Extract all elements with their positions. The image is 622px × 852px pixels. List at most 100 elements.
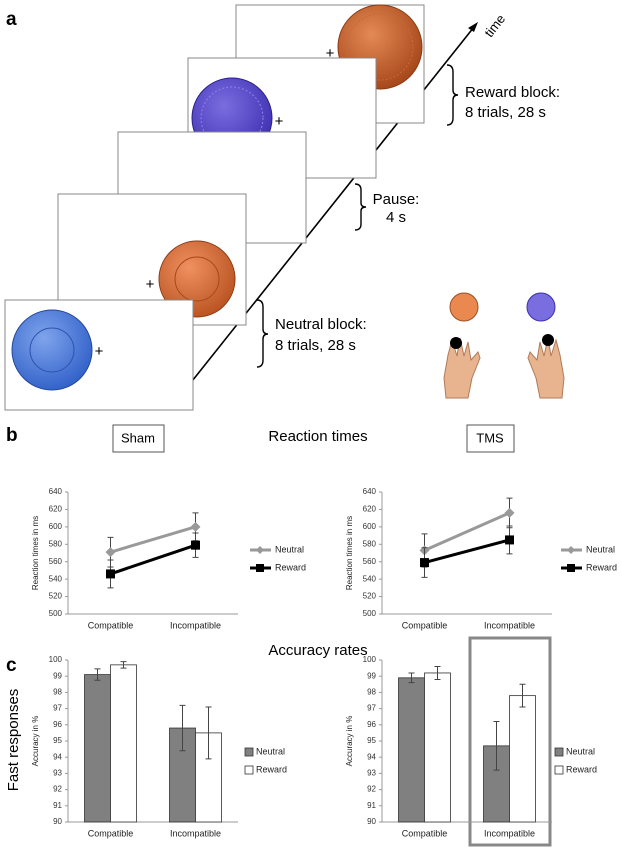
legend-marker (567, 564, 575, 572)
y-tick-label: 93 (53, 769, 62, 778)
y-tick-label: 100 (363, 655, 377, 664)
panel-title: Reaction times (268, 428, 367, 445)
condition-label: TMS (476, 430, 504, 445)
x-tick-label: Compatible (402, 620, 448, 630)
y-axis-label: Reaction times in ms (31, 516, 40, 590)
y-tick-label: 98 (367, 688, 376, 697)
block-text: 8 trials, 28 s (275, 337, 356, 354)
y-tick-label: 640 (363, 487, 377, 496)
y-tick-label: 95 (53, 736, 62, 745)
row-label: Fast responses (5, 689, 22, 792)
fixation: + (326, 45, 335, 62)
fixation: + (275, 113, 284, 130)
legend-label: Reward (566, 764, 597, 774)
y-tick-label: 95 (367, 736, 376, 745)
legend-swatch (554, 747, 564, 757)
block-text: Pause: (373, 191, 420, 208)
brace (354, 183, 367, 231)
x-tick-label: Compatible (88, 620, 134, 630)
line (423, 511, 511, 552)
y-tick-label: 560 (363, 557, 377, 566)
legend-marker (256, 546, 264, 554)
brace (446, 64, 459, 126)
y-tick-label: 96 (53, 720, 62, 729)
condition-box (466, 424, 515, 453)
bar (84, 674, 111, 823)
highlight-box (468, 636, 552, 847)
error-bar (120, 661, 127, 669)
marker (504, 507, 515, 518)
x-tick-label: Incompatible (170, 620, 221, 630)
y-tick-label: 620 (49, 505, 63, 514)
marker (191, 540, 200, 550)
y-tick-label: 97 (53, 704, 62, 713)
y-tick-label: 90 (367, 817, 376, 826)
y-tick-label: 540 (49, 574, 63, 583)
bar (110, 664, 137, 823)
y-axis-label: Reaction times in ms (345, 516, 354, 590)
y-tick-label: 99 (53, 671, 62, 680)
legend-marker (256, 564, 264, 572)
y-tick-label: 92 (367, 785, 376, 794)
y-tick-label: 97 (367, 704, 376, 713)
legend-label: Neutral (566, 746, 595, 756)
error-bar (493, 721, 500, 771)
block-text: 4 s (386, 209, 406, 226)
legend-swatch (244, 747, 254, 757)
y-tick-label: 580 (363, 539, 377, 548)
y-tick-label: 520 (363, 592, 377, 601)
marker (105, 547, 116, 558)
y-tick-label: 90 (53, 817, 62, 826)
panel-label: b (6, 425, 18, 446)
legend-label: Reward (586, 562, 617, 572)
y-tick-label: 91 (367, 801, 376, 810)
panel-title: Accuracy rates (268, 642, 367, 659)
y-tick-label: 580 (49, 539, 63, 548)
y-tick-label: 91 (53, 801, 62, 810)
marker (420, 558, 429, 568)
y-tick-label: 94 (53, 752, 62, 761)
y-tick-label: 96 (367, 720, 376, 729)
y-tick-label: 99 (367, 671, 376, 680)
marker (106, 569, 115, 579)
y-tick-label: 500 (363, 609, 377, 618)
legend-label: Reward (275, 562, 306, 572)
x-tick-label: Incompatible (484, 828, 535, 838)
fixation: + (146, 276, 155, 293)
y-tick-label: 500 (49, 609, 63, 618)
marker (190, 521, 201, 532)
y-tick-label: 620 (363, 505, 377, 514)
time-label: time (481, 11, 508, 40)
y-tick-label: 600 (363, 522, 377, 531)
y-tick-label: 640 (49, 487, 63, 496)
legend-marker (567, 546, 575, 554)
y-tick-label: 520 (49, 592, 63, 601)
x-tick-label: Incompatible (484, 620, 535, 630)
x-tick-label: Incompatible (170, 828, 221, 838)
fixation: + (95, 343, 104, 360)
error-bar (434, 665, 441, 680)
panel-label: a (6, 9, 17, 30)
y-tick-label: 93 (367, 769, 376, 778)
line (424, 538, 510, 565)
condition-box (112, 424, 165, 453)
y-axis-label: Accuracy in % (31, 716, 40, 767)
error-bar (205, 706, 212, 760)
bar (398, 677, 425, 823)
x-tick-label: Compatible (402, 828, 448, 838)
bar (424, 672, 451, 823)
legend-label: Neutral (275, 544, 304, 554)
x-tick-label: Compatible (88, 828, 134, 838)
block-text: Neutral block: (275, 316, 367, 333)
error-bar (408, 672, 415, 684)
block-text: 8 trials, 28 s (465, 104, 546, 121)
bar (509, 695, 536, 823)
y-tick-label: 92 (53, 785, 62, 794)
y-tick-label: 98 (53, 688, 62, 697)
brace (256, 299, 269, 368)
arrow-head (468, 22, 478, 32)
error-bar (94, 668, 101, 681)
response-hands (443, 292, 565, 399)
condition-label: Sham (121, 430, 155, 445)
